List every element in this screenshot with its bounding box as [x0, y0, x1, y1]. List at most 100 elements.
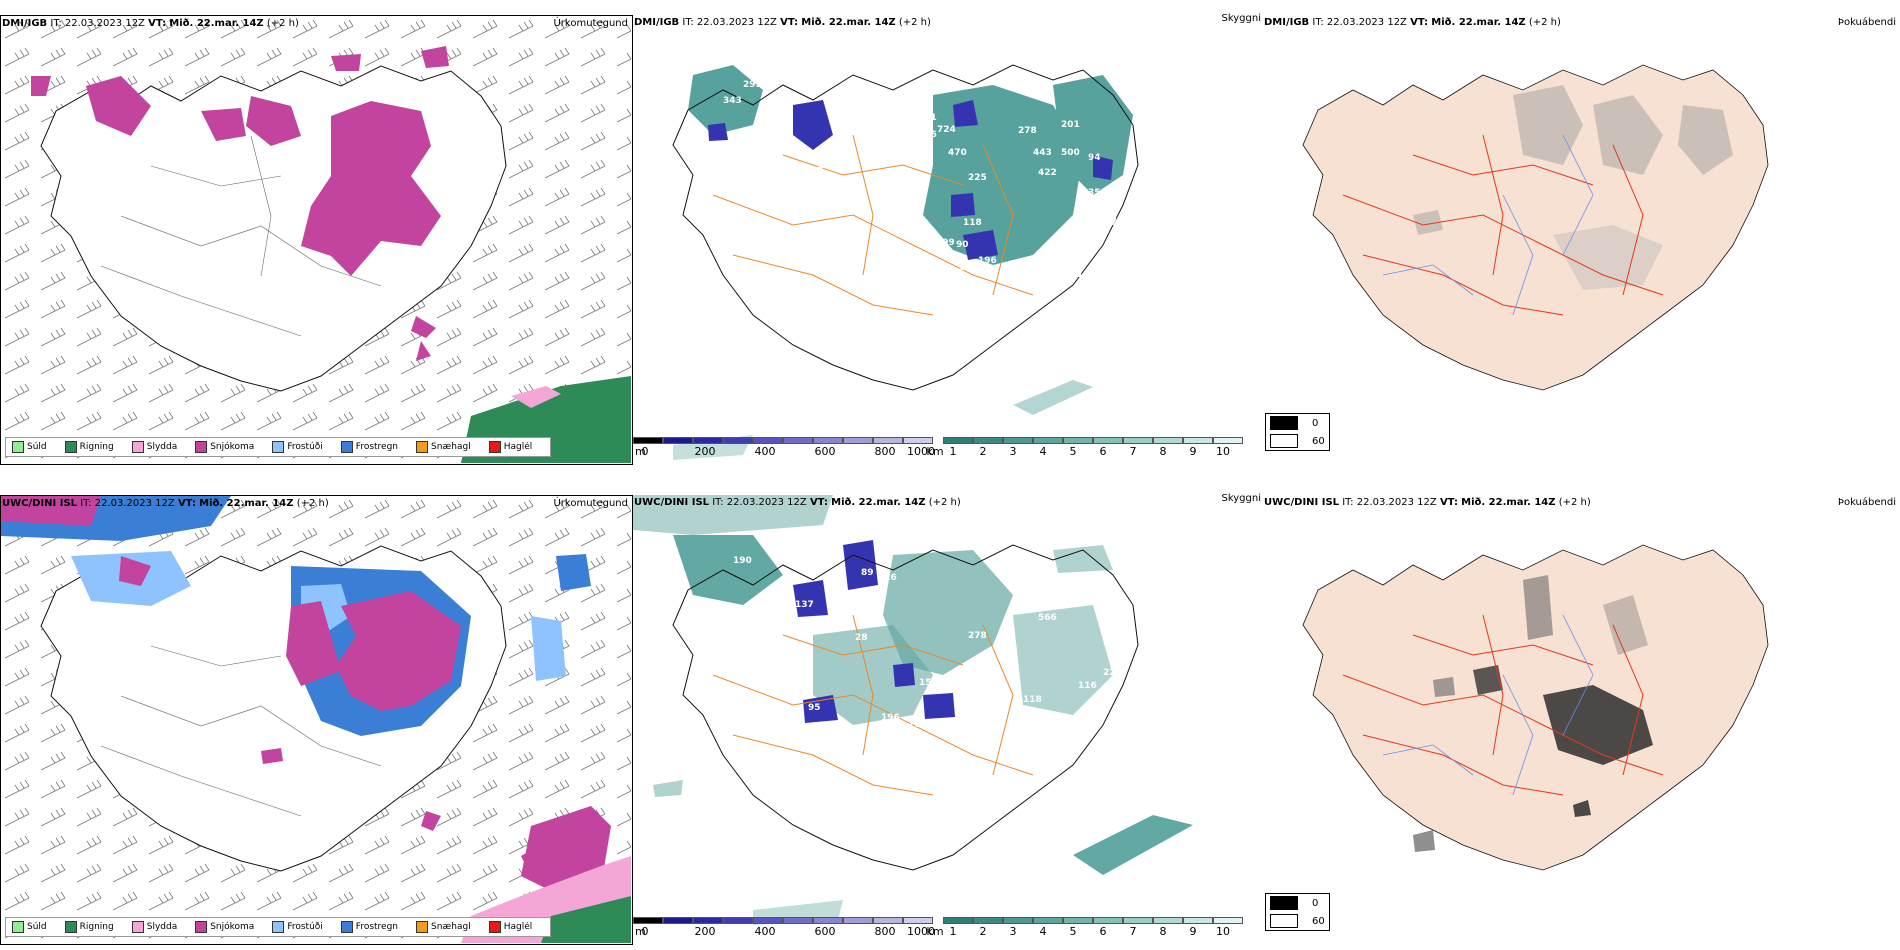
tick-label: 400 — [754, 445, 776, 458]
cloud-base-value: 130 — [1051, 722, 1070, 732]
it-label: IT: — [712, 497, 724, 508]
legend-item: Snjókoma — [195, 441, 254, 453]
cloud-base-value: 154 — [725, 146, 744, 156]
lead-time: (+2 h) — [928, 497, 961, 508]
model-name: DMI/IGB — [2, 18, 48, 29]
legend-item: Haglél — [488, 441, 532, 453]
cloud-base-value: 724 — [937, 125, 956, 135]
cloud-base-value: 166 — [908, 720, 927, 730]
fog-legend-item: 60 — [1266, 432, 1329, 450]
cloud-base-value: 16 — [1118, 648, 1131, 658]
it-value: 22.03.2023 12Z — [726, 497, 807, 508]
snow-areas-1 — [31, 46, 449, 361]
vt-value: Mið. 22.mar. 14Z — [1461, 497, 1556, 508]
cloud-base-value: 201 — [1061, 120, 1080, 130]
model-name: DMI/IGB — [1264, 17, 1310, 28]
fog-legend-item: 0 — [1266, 414, 1329, 432]
snow-band-area-2 — [286, 601, 341, 686]
cloud-base-value: 293 — [743, 80, 762, 90]
legend-item: Snjókoma — [195, 921, 254, 933]
cloud-base-value: 127 — [781, 576, 800, 586]
it-label: IT: — [50, 18, 62, 29]
cloud-base-labels-1: 293 343 191 154 966 131 73 356 724 84 10… — [723, 80, 1124, 388]
fog-map-1 — [1302, 64, 1769, 391]
visibility-colorbar-2: km 1 2 3 4 5 6 7 8 9 10 — [926, 917, 1243, 938]
cloud-base-value: 278 — [1018, 126, 1037, 136]
cloud-base-areas-2 — [793, 540, 955, 723]
cloud-base-value: 95 — [808, 703, 821, 713]
legend-item: Slydda — [131, 921, 177, 933]
visibility-colorbar-segments — [943, 437, 1243, 444]
legend-item: Súld — [12, 921, 47, 933]
legend-item: Frostregn — [340, 441, 398, 453]
it-label: IT: — [682, 17, 694, 28]
it-value: 22.03.2023 12Z — [1326, 17, 1407, 28]
tick-label: 200 — [694, 445, 716, 458]
fog-legend-item: 60 — [1266, 912, 1329, 930]
cloud-base-value: 309 — [1105, 186, 1124, 196]
visibility-title: Skyggni — [1221, 13, 1261, 24]
tick-label: 400 — [754, 925, 776, 938]
lead-time: (+2 h) — [1558, 497, 1591, 508]
cloud-base-value: 278 — [968, 631, 987, 641]
tick-label: 4 — [1039, 925, 1047, 938]
cloud-base-value: 225 — [968, 173, 987, 183]
cloud-base-value: 16 — [896, 378, 909, 388]
tick-label: 7 — [1129, 925, 1137, 938]
cloud-base-ticks: m 0 200 400 600 800 1000 — [633, 444, 935, 458]
vt-value: Mið. 22.mar. 14Z — [1431, 17, 1526, 28]
tick-label: 6 — [1099, 445, 1107, 458]
cloud-map-1: 293 343 191 154 966 131 73 356 724 84 10… — [672, 64, 1139, 460]
precip-legend-1: Súld Rigning Slydda Snjókoma Frostúði Fr… — [5, 437, 552, 457]
cloud-base-value: 89 — [861, 568, 874, 578]
fog-legend-item: 0 — [1266, 894, 1329, 912]
cloud-base-value: 111 — [938, 718, 957, 728]
cloud-base-value: 118 — [1023, 695, 1042, 705]
cloud-base-value: 75 — [833, 183, 846, 193]
cloud-base-value: 156 — [919, 678, 938, 688]
visibility-areas-2 — [633, 495, 1193, 925]
tick-label: 1000 — [907, 445, 935, 458]
fog-title-bar-2: UWC/DINI ISL IT: 22.03.2023 12Z VT: Mið.… — [1264, 497, 1591, 508]
tick-label: 8 — [1159, 925, 1167, 938]
fog-title-bar-1: DMI/IGB IT: 22.03.2023 12Z VT: Mið. 22.m… — [1264, 17, 1561, 28]
legend-item: Rigning — [64, 441, 114, 453]
visibility-colorbar-segments — [943, 917, 1243, 924]
sleet-area-1 — [511, 386, 561, 408]
fog-map-2 — [1302, 544, 1769, 871]
cloud-base-value: 356 — [918, 130, 937, 140]
precip-type-title: Úrkomutegund — [553, 498, 628, 509]
tick-label: 1000 — [907, 925, 935, 938]
legend-item: Haglél — [488, 921, 532, 933]
tick-label: 8 — [1159, 445, 1167, 458]
precip-type-title: Úrkomutegund — [553, 18, 628, 29]
cloud-base-value: 141 — [1076, 248, 1095, 258]
cloud-base-value: 196 — [978, 256, 997, 266]
visibility-unit: km — [926, 445, 944, 458]
it-label: IT: — [1312, 17, 1324, 28]
cloud-base-value: 131 — [918, 113, 937, 123]
tick-label: 800 — [874, 445, 896, 458]
iceland-outline-2b — [672, 544, 1139, 871]
vt-value: Mið. 22.mar. 14Z — [169, 18, 264, 29]
legend-item: Frostúði — [272, 921, 323, 933]
cloud-base-value: 443 — [1033, 148, 1052, 158]
cloud-base-value: 229 — [1103, 668, 1122, 678]
rain-area-2 — [541, 896, 631, 943]
cloud-base-value: 12 — [828, 588, 841, 598]
cloud-base-unit: m — [635, 445, 646, 458]
fog-title: Þokuábendi — [1837, 17, 1896, 28]
fog-areas-2 — [1413, 575, 1653, 852]
tick-label: 5 — [1069, 925, 1077, 938]
row-1: DMI/IGB IT: 22.03.2023 12Z VT: Mið. 22.m… — [0, 0, 1900, 470]
vt-label: VT: — [1439, 497, 1458, 508]
tick-label: 2 — [979, 925, 987, 938]
tick-label: 0 — [641, 925, 649, 938]
legend-item: Slydda — [131, 441, 177, 453]
legend-item: Frostregn — [340, 921, 398, 933]
cloud-title-bar-2: UWC/DINI ISL IT: 22.03.2023 12Z VT: Mið.… — [634, 497, 961, 508]
cloud-base-value: 176 — [973, 283, 992, 293]
cloud-base-value: 190 — [733, 556, 752, 566]
cloud-base-value: 26 — [1108, 618, 1121, 628]
cloud-base-value: 92 — [859, 588, 872, 598]
